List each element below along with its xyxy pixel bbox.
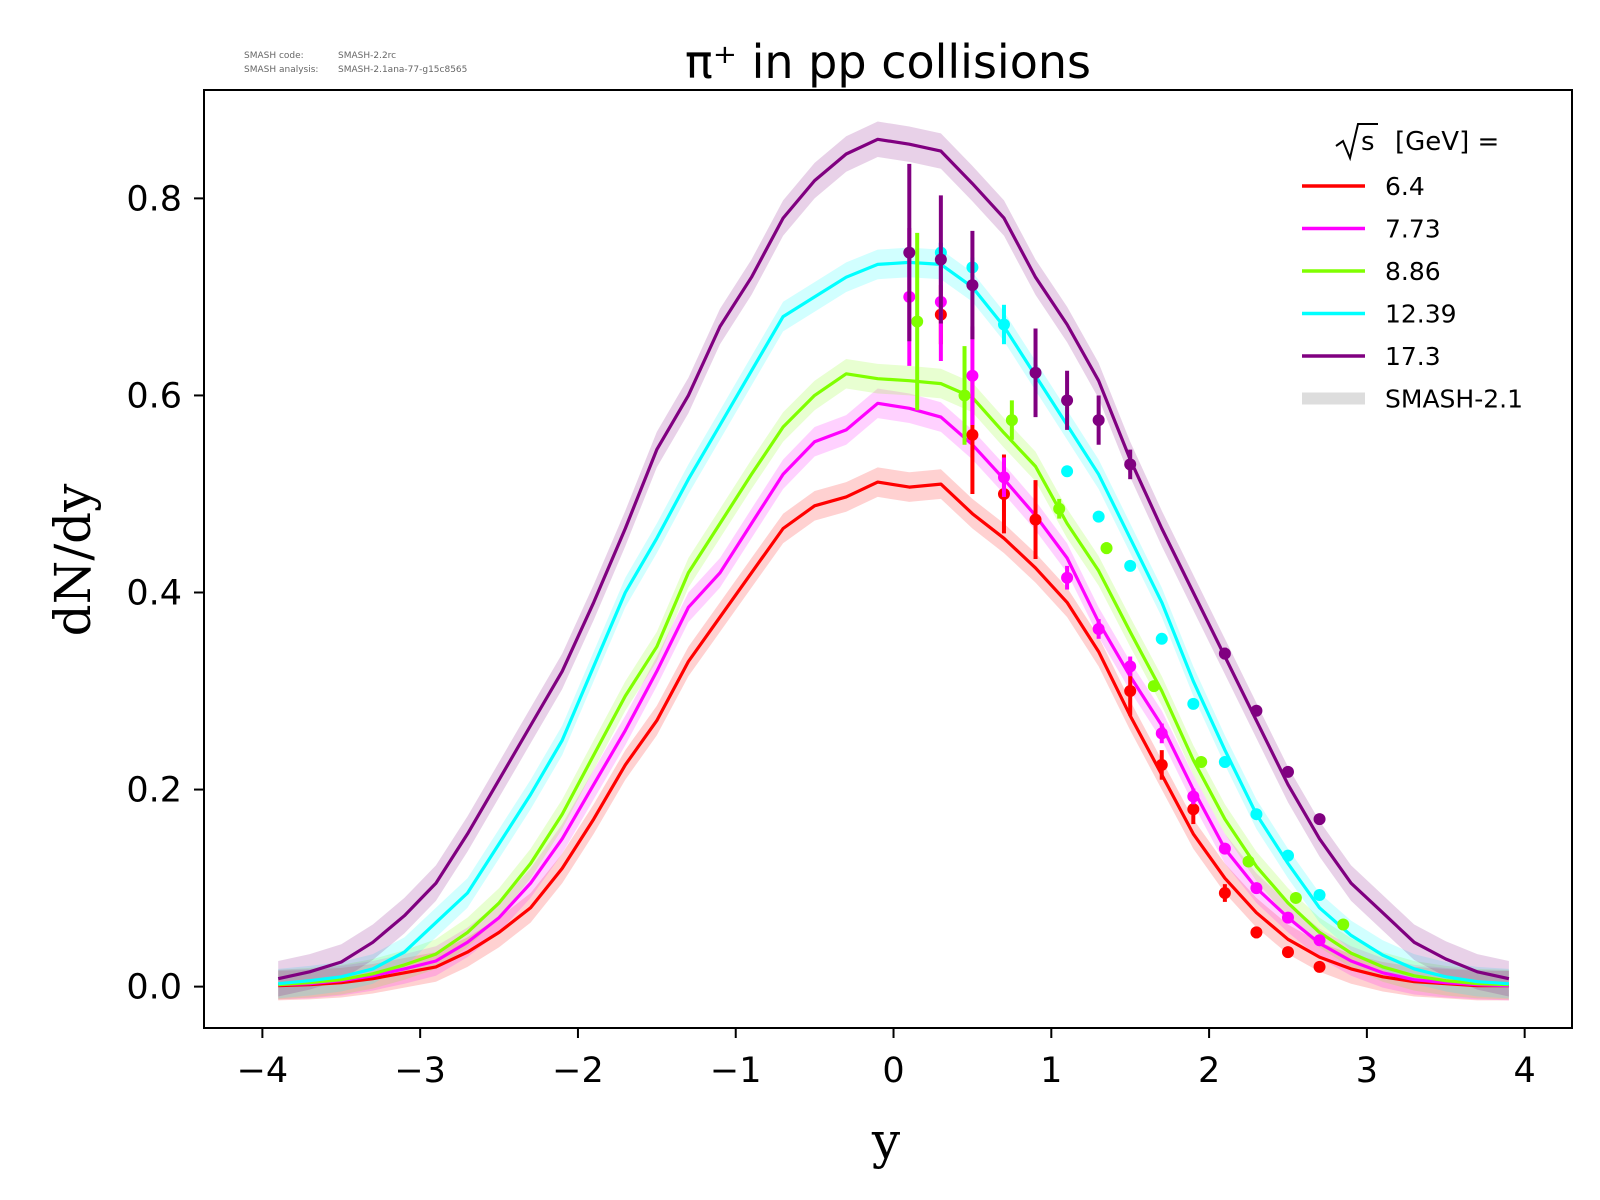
plot-frame bbox=[203, 89, 1573, 1029]
legend-label-7-73: 7.73 bbox=[1385, 215, 1441, 244]
x-tick-label: 4 bbox=[1514, 1051, 1536, 1091]
y-axis-label: dN/dy bbox=[44, 483, 102, 637]
x-tick-label: 2 bbox=[1198, 1051, 1220, 1091]
data-point-7-73 bbox=[1092, 622, 1105, 635]
data-point-8-86 bbox=[1195, 755, 1208, 768]
data-point-8-86 bbox=[911, 315, 924, 328]
x-tick-label: 1 bbox=[1040, 1051, 1062, 1091]
data-point-6-4 bbox=[1124, 685, 1137, 698]
data-point-7-73 bbox=[1155, 727, 1168, 740]
data-point-12-39 bbox=[1313, 888, 1326, 901]
data-point-17-3 bbox=[1029, 366, 1042, 379]
data-point-6-4 bbox=[1187, 803, 1200, 816]
x-tick-label: −1 bbox=[710, 1051, 762, 1091]
y-tick-label: 0.6 bbox=[126, 376, 182, 416]
data-point-12-39 bbox=[1124, 559, 1137, 572]
data-point-17-3 bbox=[903, 246, 916, 259]
data-point-6-4 bbox=[1281, 946, 1294, 959]
data-point-7-73 bbox=[1187, 790, 1200, 803]
data-point-7-73 bbox=[997, 471, 1010, 484]
series-line-8-86 bbox=[278, 372, 1509, 987]
data-point-7-73 bbox=[966, 369, 979, 382]
data-point-6-4 bbox=[1313, 960, 1326, 973]
band-17-3 bbox=[278, 121, 1509, 997]
legend-label-8-86: 8.86 bbox=[1385, 257, 1441, 286]
data-point-8-86 bbox=[958, 389, 971, 402]
data-point-12-39 bbox=[997, 318, 1010, 331]
data-point-17-3 bbox=[1124, 458, 1137, 471]
x-tick-label: 0 bbox=[882, 1051, 904, 1091]
band-layer bbox=[278, 121, 1509, 1001]
data-point-12-39 bbox=[1250, 808, 1263, 821]
data-point-7-73 bbox=[1281, 911, 1294, 924]
series-line-7-73 bbox=[278, 401, 1509, 988]
smash-code-label: SMASH code: bbox=[244, 51, 304, 61]
data-point-17-3 bbox=[966, 279, 979, 292]
data-point-8-86 bbox=[1053, 502, 1066, 515]
line-layer bbox=[277, 137, 1510, 988]
data-point-12-39 bbox=[1281, 849, 1294, 862]
series-line-12-39 bbox=[278, 260, 1510, 986]
x-tick-label: −4 bbox=[237, 1051, 289, 1091]
data-point-8-86 bbox=[1100, 542, 1113, 555]
data-point-12-39 bbox=[1061, 465, 1074, 478]
data-point-12-39 bbox=[1187, 697, 1200, 710]
data-point-6-4 bbox=[1029, 513, 1042, 526]
legend-label-smash-band: SMASH-2.1 bbox=[1385, 385, 1523, 414]
y-tick-label: 0.8 bbox=[126, 179, 182, 219]
data-point-17-3 bbox=[1092, 414, 1105, 427]
sqrt-symbol-icon bbox=[1335, 123, 1378, 162]
data-point-17-3 bbox=[1313, 813, 1326, 826]
series-line-17-3 bbox=[277, 137, 1510, 981]
data-point-17-3 bbox=[1218, 647, 1231, 660]
points-layer bbox=[903, 163, 1350, 973]
data-point-6-4 bbox=[966, 428, 979, 441]
smash-analysis-label: SMASH analysis: bbox=[244, 65, 318, 75]
legend: s [GeV] = 6.4 7.73 8.86 12.39 17.3 SMASH-2.1 bbox=[1302, 123, 1523, 414]
data-point-17-3 bbox=[1250, 704, 1263, 717]
data-point-6-4 bbox=[1155, 758, 1168, 771]
smash-analysis-value: SMASH-2.1ana-77-g15c8565 bbox=[338, 65, 467, 75]
data-point-8-86 bbox=[1005, 414, 1018, 427]
legend-title-prefix: s bbox=[1361, 127, 1375, 157]
data-point-8-86 bbox=[1147, 680, 1160, 693]
legend-items: 6.4 7.73 8.86 12.39 17.3 SMASH-2.1 bbox=[1302, 172, 1523, 414]
legend-label-17-3: 17.3 bbox=[1385, 342, 1441, 371]
y-tick-label: 0.4 bbox=[126, 574, 182, 614]
x-axis-label: y bbox=[871, 1112, 901, 1170]
data-point-7-73 bbox=[1250, 882, 1263, 895]
data-point-8-86 bbox=[1289, 891, 1302, 904]
data-point-7-73 bbox=[1313, 934, 1326, 947]
data-point-7-73 bbox=[1124, 660, 1137, 673]
series-line-6-4 bbox=[278, 480, 1509, 988]
legend-title-suffix: [GeV] = bbox=[1395, 127, 1499, 157]
y-axis-ticks: 0.0 0.2 0.4 0.6 0.8 bbox=[126, 179, 204, 1008]
data-point-6-4 bbox=[1250, 926, 1263, 939]
x-tick-label: −2 bbox=[552, 1051, 604, 1091]
chart-title: π⁺ in pp collisions bbox=[685, 35, 1091, 89]
data-point-17-3 bbox=[1061, 394, 1074, 407]
data-point-8-86 bbox=[1242, 855, 1255, 868]
smash-code-value: SMASH-2.2rc bbox=[338, 51, 396, 61]
data-point-7-73 bbox=[1061, 571, 1074, 584]
data-point-17-3 bbox=[1281, 765, 1294, 778]
data-point-7-73 bbox=[1218, 842, 1231, 855]
y-tick-label: 0.0 bbox=[126, 968, 182, 1008]
y-tick-label: 0.2 bbox=[126, 771, 182, 811]
legend-label-6-4: 6.4 bbox=[1385, 172, 1425, 201]
x-tick-label: 3 bbox=[1356, 1051, 1378, 1091]
x-axis-ticks: −4 −3 −2 −1 0 1 2 3 4 bbox=[237, 1028, 1536, 1091]
data-point-12-39 bbox=[1155, 632, 1168, 645]
data-point-8-86 bbox=[1337, 918, 1350, 931]
data-point-6-4 bbox=[1218, 887, 1231, 900]
legend-label-12-39: 12.39 bbox=[1385, 300, 1457, 329]
data-point-17-3 bbox=[934, 253, 947, 266]
data-point-12-39 bbox=[1092, 510, 1105, 523]
data-point-12-39 bbox=[1218, 755, 1231, 768]
x-tick-label: −3 bbox=[394, 1051, 446, 1091]
